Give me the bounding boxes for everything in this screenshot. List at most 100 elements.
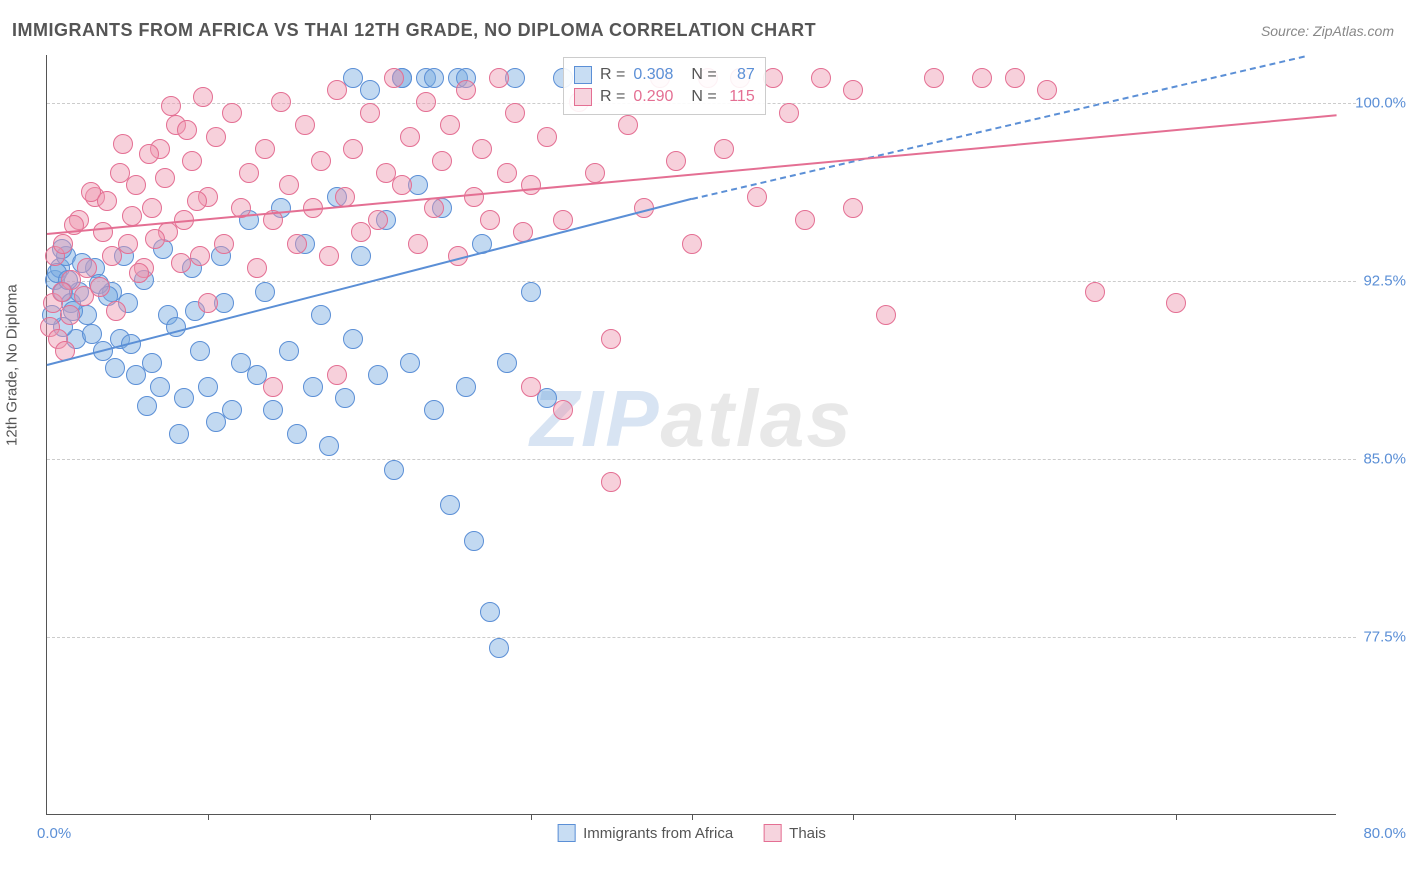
n-label: N = bbox=[691, 88, 716, 106]
chart-container: IMMIGRANTS FROM AFRICA VS THAI 12TH GRAD… bbox=[0, 0, 1406, 892]
data-point-thais bbox=[190, 246, 210, 266]
swatch-thais bbox=[574, 88, 592, 106]
data-point-thais bbox=[924, 68, 944, 88]
data-point-africa bbox=[368, 365, 388, 385]
data-point-thais bbox=[682, 234, 702, 254]
data-point-thais bbox=[440, 115, 460, 135]
series-legend: Immigrants from Africa Thais bbox=[557, 824, 826, 842]
data-point-africa bbox=[440, 495, 460, 515]
data-point-thais bbox=[311, 151, 331, 171]
data-point-thais bbox=[93, 222, 113, 242]
data-point-thais bbox=[118, 234, 138, 254]
stat-row-africa: R =0.308N =87 bbox=[574, 64, 755, 86]
n-value: 87 bbox=[725, 66, 755, 84]
data-point-africa bbox=[424, 400, 444, 420]
x-tick-mark bbox=[531, 814, 532, 820]
data-point-thais bbox=[553, 400, 573, 420]
data-point-africa bbox=[263, 400, 283, 420]
data-point-africa bbox=[198, 377, 218, 397]
data-point-thais bbox=[343, 139, 363, 159]
data-point-africa bbox=[279, 341, 299, 361]
data-point-thais bbox=[198, 293, 218, 313]
watermark-part1: ZIP bbox=[530, 374, 660, 463]
data-point-thais bbox=[161, 96, 181, 116]
data-point-thais bbox=[255, 139, 275, 159]
data-point-thais bbox=[618, 115, 638, 135]
legend-label: Thais bbox=[789, 825, 826, 842]
data-point-thais bbox=[279, 175, 299, 195]
data-point-thais bbox=[327, 80, 347, 100]
data-point-thais bbox=[424, 198, 444, 218]
data-point-thais bbox=[876, 305, 896, 325]
data-point-thais bbox=[97, 191, 117, 211]
data-point-africa bbox=[343, 329, 363, 349]
data-point-thais bbox=[206, 127, 226, 147]
data-point-africa bbox=[456, 377, 476, 397]
data-point-thais bbox=[193, 87, 213, 107]
data-point-thais bbox=[795, 210, 815, 230]
data-point-africa bbox=[311, 305, 331, 325]
chart-header: IMMIGRANTS FROM AFRICA VS THAI 12TH GRAD… bbox=[12, 20, 1394, 41]
x-tick-mark bbox=[692, 814, 693, 820]
legend-label: Immigrants from Africa bbox=[583, 825, 733, 842]
data-point-africa bbox=[105, 358, 125, 378]
data-point-thais bbox=[416, 92, 436, 112]
x-tick-mark bbox=[853, 814, 854, 820]
data-point-thais bbox=[327, 365, 347, 385]
data-point-africa bbox=[287, 424, 307, 444]
data-point-thais bbox=[521, 377, 541, 397]
data-point-africa bbox=[169, 424, 189, 444]
data-point-thais bbox=[472, 139, 492, 159]
data-point-thais bbox=[779, 103, 799, 123]
data-point-thais bbox=[666, 151, 686, 171]
data-point-africa bbox=[351, 246, 371, 266]
data-point-thais bbox=[113, 134, 133, 154]
data-point-thais bbox=[505, 103, 525, 123]
data-point-thais bbox=[155, 168, 175, 188]
watermark-part2: atlas bbox=[661, 374, 853, 463]
n-value: 115 bbox=[725, 88, 755, 106]
data-point-africa bbox=[190, 341, 210, 361]
data-point-africa bbox=[255, 282, 275, 302]
x-min-label: 0.0% bbox=[37, 825, 71, 842]
data-point-africa bbox=[82, 324, 102, 344]
data-point-thais bbox=[295, 115, 315, 135]
data-point-thais bbox=[585, 163, 605, 183]
data-point-thais bbox=[335, 187, 355, 207]
data-point-thais bbox=[271, 92, 291, 112]
data-point-thais bbox=[408, 234, 428, 254]
gridline bbox=[47, 637, 1356, 638]
data-point-africa bbox=[464, 531, 484, 551]
data-point-thais bbox=[182, 151, 202, 171]
data-point-thais bbox=[384, 68, 404, 88]
legend-item-thais: Thais bbox=[763, 824, 826, 842]
source-label: Source: ZipAtlas.com bbox=[1261, 23, 1394, 39]
r-value: 0.290 bbox=[633, 88, 673, 106]
n-label: N = bbox=[691, 66, 716, 84]
data-point-thais bbox=[392, 175, 412, 195]
data-point-thais bbox=[145, 229, 165, 249]
data-point-africa bbox=[384, 460, 404, 480]
x-tick-mark bbox=[1015, 814, 1016, 820]
data-point-thais bbox=[400, 127, 420, 147]
data-point-thais bbox=[222, 103, 242, 123]
data-point-africa bbox=[489, 638, 509, 658]
data-point-thais bbox=[432, 151, 452, 171]
data-point-thais bbox=[360, 103, 380, 123]
y-tick-label: 92.5% bbox=[1363, 272, 1406, 289]
data-point-thais bbox=[601, 472, 621, 492]
data-point-thais bbox=[1037, 80, 1057, 100]
data-point-thais bbox=[497, 163, 517, 183]
r-label: R = bbox=[600, 88, 625, 106]
gridline bbox=[47, 459, 1356, 460]
data-point-africa bbox=[137, 396, 157, 416]
data-point-africa bbox=[174, 388, 194, 408]
legend-swatch-africa bbox=[557, 824, 575, 842]
data-point-thais bbox=[177, 120, 197, 140]
data-point-thais bbox=[811, 68, 831, 88]
data-point-thais bbox=[52, 282, 72, 302]
data-point-africa bbox=[335, 388, 355, 408]
data-point-thais bbox=[537, 127, 557, 147]
data-point-thais bbox=[714, 139, 734, 159]
x-max-label: 80.0% bbox=[1363, 825, 1406, 842]
